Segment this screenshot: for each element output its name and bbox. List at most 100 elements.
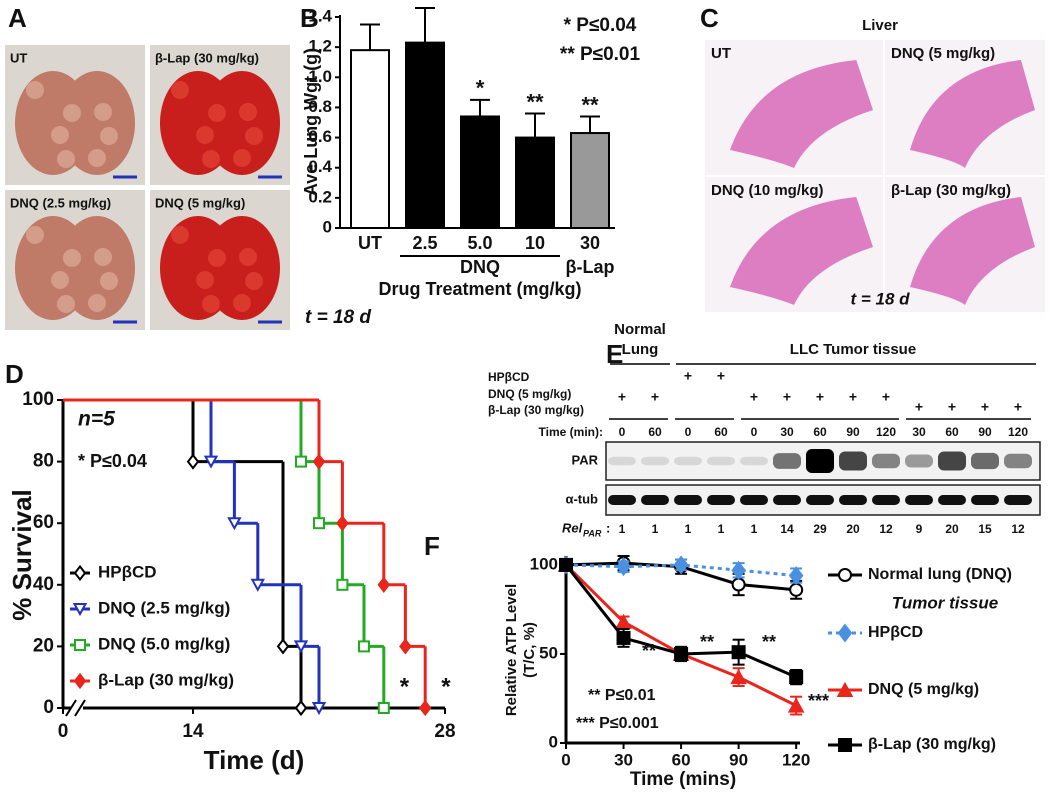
treatment-mark: + bbox=[651, 389, 659, 405]
x-axis-title: Time (mins) bbox=[630, 769, 736, 790]
time-value: 30 bbox=[780, 425, 794, 439]
time-value: 60 bbox=[648, 425, 662, 439]
tubulin-band bbox=[707, 495, 735, 505]
y-tick-label: 0.8 bbox=[308, 97, 332, 116]
significance: * bbox=[400, 673, 410, 700]
time-value: 120 bbox=[876, 425, 896, 439]
tubulin-band bbox=[971, 495, 999, 505]
legend-label: Normal lung (DNQ) bbox=[868, 566, 1012, 583]
significance: ** bbox=[581, 92, 599, 117]
y-tick-label: 0.6 bbox=[308, 127, 332, 146]
blot-header: Normal bbox=[614, 321, 666, 338]
blot-header: LLC Tumor tissue bbox=[790, 341, 916, 358]
legend-subtitle: Tumor tissue bbox=[892, 593, 998, 612]
lung-lobe bbox=[59, 216, 135, 320]
x-axis-title: Time (d) bbox=[204, 745, 305, 775]
axis-break-mark bbox=[65, 699, 86, 717]
lung-lobe bbox=[204, 71, 280, 175]
marker bbox=[730, 669, 747, 685]
time-value: 90 bbox=[978, 425, 992, 439]
par-band bbox=[1004, 453, 1032, 469]
marker bbox=[615, 613, 632, 629]
nodule bbox=[196, 271, 214, 289]
nodule bbox=[51, 271, 69, 289]
y-tick-label: 1.4 bbox=[308, 6, 332, 25]
marker bbox=[616, 630, 631, 645]
rel-value: 9 bbox=[916, 522, 923, 536]
nodule bbox=[202, 295, 220, 313]
histology-title: Liver bbox=[862, 17, 898, 34]
x-tick-label: 0 bbox=[58, 721, 69, 742]
tubulin-band bbox=[740, 495, 768, 505]
time-value: 0 bbox=[619, 425, 626, 439]
tubulin-band bbox=[905, 495, 933, 505]
marker bbox=[74, 639, 86, 651]
y-tick-label: 0 bbox=[43, 697, 54, 718]
nodule bbox=[100, 272, 118, 290]
marker bbox=[72, 603, 88, 617]
bar bbox=[350, 49, 390, 229]
treatment-mark: + bbox=[882, 389, 890, 405]
time-value: 60 bbox=[945, 425, 959, 439]
treatment-mark: + bbox=[816, 389, 824, 405]
photo-label: UT bbox=[10, 50, 27, 65]
marker bbox=[295, 455, 307, 468]
nodule bbox=[26, 226, 44, 244]
histology-label: DNQ (10 mg/kg) bbox=[711, 182, 824, 199]
time-value: 0 bbox=[751, 425, 758, 439]
nodule bbox=[233, 294, 251, 312]
marker bbox=[293, 640, 309, 654]
y-tick-label: 100 bbox=[530, 554, 558, 573]
legend-label: DNQ (5 mg/kg) bbox=[868, 681, 979, 698]
nodule bbox=[171, 81, 189, 99]
y-axis-title: % Survival bbox=[7, 489, 37, 621]
histology-label: UT bbox=[711, 45, 731, 62]
time-value: 0 bbox=[685, 425, 692, 439]
x-tick-label: 0 bbox=[561, 750, 570, 769]
nodule bbox=[239, 103, 257, 121]
rel-value: 1 bbox=[652, 522, 659, 536]
marker bbox=[787, 697, 805, 713]
y-axis-title: Relative ATP Level bbox=[503, 584, 520, 716]
y-tick-label: 20 bbox=[33, 635, 54, 656]
par-band bbox=[773, 453, 801, 469]
time-value: 30 bbox=[912, 425, 926, 439]
nodule bbox=[233, 149, 251, 167]
par-band bbox=[674, 456, 702, 466]
marker bbox=[838, 568, 852, 582]
nodule bbox=[100, 127, 118, 145]
legend-label: DNQ (2.5 mg/kg) bbox=[98, 598, 230, 617]
rel-sub: PAR bbox=[583, 528, 602, 538]
marker bbox=[203, 455, 219, 469]
marker bbox=[789, 670, 804, 685]
treatment-mark: + bbox=[981, 399, 989, 415]
marker bbox=[227, 517, 242, 531]
tissue bbox=[730, 60, 873, 168]
marker bbox=[616, 557, 631, 577]
rel-value: 1 bbox=[619, 522, 626, 536]
marker bbox=[788, 566, 804, 586]
legend-label: DNQ (5.0 mg/kg) bbox=[98, 634, 230, 653]
histology-note: t = 18 d bbox=[850, 289, 910, 308]
par-band bbox=[872, 453, 900, 469]
legend-label: HPβCD bbox=[868, 624, 923, 641]
par-band bbox=[740, 456, 768, 466]
marker bbox=[377, 576, 391, 593]
significance: ** bbox=[642, 641, 656, 661]
marker bbox=[294, 699, 308, 717]
treatment-mark: + bbox=[1014, 399, 1022, 415]
annotation: * P≤0.04 bbox=[564, 15, 637, 36]
par-band bbox=[806, 449, 834, 473]
marker bbox=[838, 738, 852, 752]
marker bbox=[673, 555, 689, 575]
x-tick-label: 28 bbox=[434, 721, 455, 742]
rel-value: 20 bbox=[945, 522, 959, 536]
legend-label: β-Lap (30 mg/kg) bbox=[868, 736, 996, 753]
tubulin-band bbox=[806, 495, 834, 505]
treatment-mark: + bbox=[948, 399, 956, 415]
time-value: 60 bbox=[714, 425, 728, 439]
group-label: β-Lap bbox=[566, 257, 615, 277]
marker bbox=[313, 517, 325, 530]
panel-label: C bbox=[700, 3, 719, 33]
